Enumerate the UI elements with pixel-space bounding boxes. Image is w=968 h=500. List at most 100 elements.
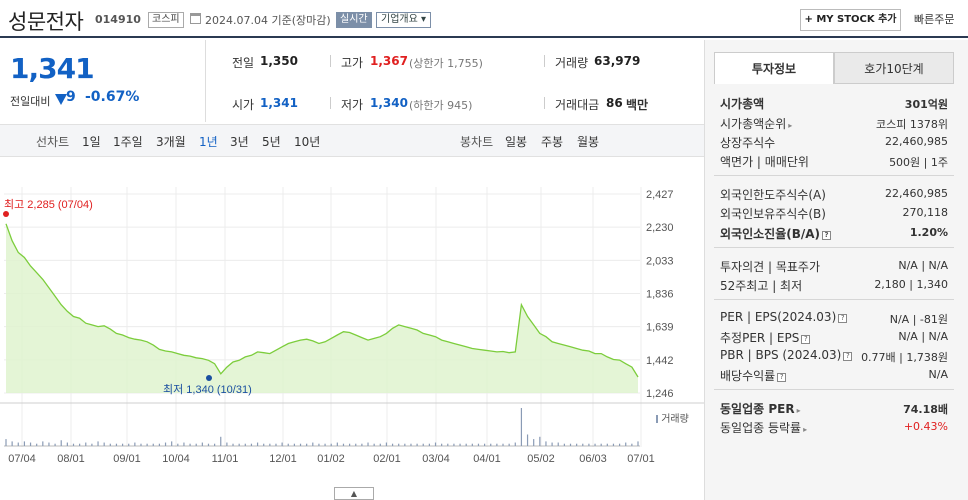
period-3m[interactable]: 3개월	[156, 135, 186, 149]
volume-legend: 거래량	[656, 410, 689, 425]
period-1y[interactable]: 1년	[199, 135, 218, 149]
volume-bar	[398, 443, 400, 446]
add-my-stock-button[interactable]: + MY STOCK 추가	[800, 9, 901, 31]
x-tick-label: 01/02	[317, 453, 345, 465]
volume-bar	[422, 443, 424, 446]
x-tick-label: 10/04	[162, 453, 190, 465]
min-label: 최저 1,340 (10/31)	[163, 383, 252, 396]
collapse-chart-button[interactable]: ▲	[334, 487, 374, 500]
volume-bar	[606, 443, 608, 446]
volume-label: 거래량	[555, 56, 589, 70]
invest-row-label-text: 52주최고 | 최저	[720, 279, 803, 293]
volume-bar	[569, 443, 572, 446]
x-tick-label: 02/01	[373, 453, 401, 465]
candle-monthly[interactable]: 월봉	[577, 135, 600, 149]
x-tick-label: 05/02	[527, 453, 555, 465]
volume-bar	[109, 443, 111, 446]
volume-bar	[612, 443, 615, 446]
volume-bar	[103, 442, 105, 446]
invest-row-label: 추정PER | EPS?	[720, 329, 811, 346]
invest-row-label-text: 외국인한도주식수(A)	[720, 188, 826, 202]
change-percent: -0.67%	[85, 89, 140, 105]
chevron-right-icon[interactable]: ▸	[803, 425, 808, 434]
invest-row-value: 2,180 | 1,340	[874, 278, 948, 291]
volume-bar	[42, 441, 44, 446]
invest-row-label: 외국인소진율(B/A)?	[720, 225, 832, 242]
price-chart[interactable]: 2,427 2,230 2,033 1,836 1,639 1,442 1,246 07/04…	[0, 157, 704, 487]
tab-invest-info[interactable]: 투자정보	[714, 52, 834, 84]
volume-bar	[232, 443, 234, 446]
company-name: 성문전자	[8, 10, 84, 34]
volume-bar	[484, 443, 486, 446]
help-icon[interactable]: ?	[801, 335, 811, 344]
volume-bar	[214, 443, 216, 446]
candle-chart-label: 봉차트	[460, 135, 494, 149]
y-tick-label: 1,246	[646, 388, 674, 400]
x-tick-label: 07/01	[627, 453, 655, 465]
volume-legend-label: 거래량	[661, 414, 689, 425]
volume-bar	[594, 443, 596, 446]
x-tick-label: 12/01	[269, 453, 297, 465]
period-1w[interactable]: 1주일	[113, 135, 143, 149]
stock-header	[0, 0, 968, 38]
min-point-marker	[206, 375, 212, 381]
chevron-right-icon[interactable]: ▸	[796, 406, 801, 415]
help-icon[interactable]: ?	[838, 314, 848, 323]
invest-row-label-text: 동일업종 PER	[720, 402, 795, 416]
help-icon[interactable]: ?	[843, 352, 853, 361]
volume-bar	[496, 443, 498, 446]
chevron-right-icon[interactable]: ▸	[788, 121, 793, 130]
invest-row-value: N/A	[928, 368, 948, 381]
volume-bar	[459, 443, 461, 446]
help-icon[interactable]: ?	[777, 373, 787, 382]
invest-row-label-text: 투자의견 | 목표주가	[720, 260, 820, 274]
invest-row-label-text: 외국인소진율(B/A)	[720, 227, 821, 241]
y-tick-label: 1,442	[646, 355, 674, 367]
period-10y[interactable]: 10년	[294, 135, 321, 149]
price-line	[5, 223, 639, 378]
invest-row-value: 22,460,985	[885, 135, 948, 148]
company-overview-dropdown[interactable]: 기업개요 ▾	[376, 12, 431, 28]
realtime-button[interactable]: 실시간	[336, 12, 372, 28]
period-3y[interactable]: 3년	[230, 135, 249, 149]
period-1d[interactable]: 1일	[82, 135, 101, 149]
period-5y[interactable]: 5년	[262, 135, 281, 149]
volume-bar	[324, 443, 326, 446]
invest-row-value: 0.77배 | 1,738원	[861, 351, 948, 364]
amount-value: 86	[606, 96, 623, 110]
volume-bar	[520, 408, 523, 446]
volume-bar	[447, 443, 449, 446]
divider	[544, 55, 545, 67]
invest-row-label-text: 외국인보유주식수(B)	[720, 207, 826, 221]
volume-bar	[330, 443, 332, 446]
price-summary	[0, 40, 206, 122]
volume-bar	[293, 443, 295, 446]
price-area-fill	[6, 223, 638, 393]
y-tick-label: 2,427	[646, 189, 674, 201]
volume-bar	[79, 443, 81, 446]
invest-row-label: 상장주식수	[720, 134, 775, 151]
invest-row-label-text: 액면가 | 매매단위	[720, 155, 809, 169]
tab-hoga-10[interactable]: 호가10단계	[834, 52, 954, 84]
high-label: 고가	[341, 56, 364, 70]
invest-row-label: 동일업종 등락률 ▸	[720, 419, 807, 436]
volume-bar	[557, 442, 559, 446]
volume-bar	[582, 443, 584, 446]
section-divider	[714, 175, 954, 176]
invest-row-value: 500원 | 1주	[889, 156, 948, 169]
invest-row-value: 22,460,985	[885, 187, 948, 200]
invest-row-label: PBR | BPS (2024.03)?	[720, 348, 853, 362]
invest-row-label: 시가총액	[720, 95, 764, 112]
help-icon[interactable]: ?	[822, 231, 832, 240]
amount-unit: 백만	[626, 98, 649, 112]
volume-bar	[177, 443, 179, 446]
invest-row-label: 동일업종 PER ▸	[720, 400, 801, 417]
candle-daily[interactable]: 일봉	[505, 135, 528, 149]
volume-bar	[91, 443, 93, 446]
quick-order-button[interactable]: 빠른주문	[914, 13, 955, 26]
divider	[330, 97, 331, 109]
candle-weekly[interactable]: 주봉	[541, 135, 564, 149]
volume-bar	[287, 443, 289, 446]
invest-row-label: 52주최고 | 최저	[720, 277, 802, 294]
volume-bar	[502, 443, 504, 446]
